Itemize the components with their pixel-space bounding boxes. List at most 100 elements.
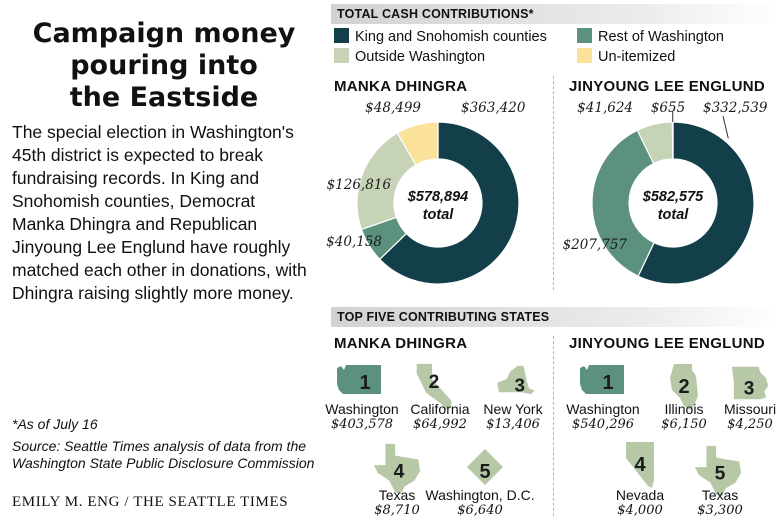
state-rank: 3 [744, 378, 755, 399]
legend-swatch [577, 28, 592, 43]
state-shape [670, 364, 698, 410]
state-shape [580, 365, 624, 394]
legend-label: Rest of Washington [598, 29, 724, 45]
missouri-map-icon: 3 [731, 366, 769, 399]
state-entry: Washington, D.C. $6,640 [420, 487, 540, 518]
footnote: *As of July 16 [12, 416, 98, 432]
legend-swatch [334, 28, 349, 43]
state-rank: 5 [715, 464, 726, 485]
legend-king-snohomish: King and Snohomish counties [334, 28, 547, 46]
legend-unitemized: Un-itemized [577, 48, 675, 66]
state-name: Texas [701, 487, 739, 503]
state-entry: California $64,992 [380, 401, 500, 432]
state-shape [416, 363, 452, 411]
state-entry: Texas $3,300 [660, 487, 780, 518]
legend-label: Outside Washington [355, 49, 486, 65]
state-shape [373, 443, 421, 495]
nevada-map-icon: 4 [626, 442, 654, 488]
state-entry: Illinois $6,150 [624, 401, 744, 432]
legend-swatch [577, 48, 592, 63]
washington-map-icon: 1 [580, 365, 624, 394]
state-amount: $64,992 [413, 417, 467, 432]
donut-slice-label: $207,757 [563, 237, 628, 253]
state-shape [626, 442, 654, 488]
state-rank: 4 [394, 462, 405, 483]
state-entry: New York $13,406 [453, 401, 573, 432]
state-shape [467, 449, 503, 485]
cash-section-title: TOTAL CASH CONTRIBUTIONS* [331, 4, 780, 24]
state-rank: 3 [514, 374, 524, 395]
state-rank: 4 [634, 454, 646, 476]
state-shape [337, 365, 381, 394]
headline-line-2: pouring into [70, 50, 258, 81]
state-rank: 1 [602, 372, 613, 394]
state-entry: Washington $403,578 [302, 401, 422, 432]
donut-slice [396, 121, 439, 166]
donut-title-englund: JINYOUNG LEE ENGLUND [569, 78, 766, 95]
state-amount: $4,250 [727, 417, 773, 432]
state-name: Washington [325, 401, 399, 417]
state-entry: Missouri $4,250 [690, 401, 780, 432]
state-rank: 2 [678, 376, 689, 398]
headline-line-1: Campaign money [32, 18, 296, 49]
donut-leader-line [722, 115, 729, 139]
cash-section-divider [553, 76, 554, 290]
states-section-divider [553, 336, 554, 516]
state-rank: 1 [359, 372, 370, 394]
state-name: Texas [378, 487, 416, 503]
washington-map-icon: 1 [337, 365, 381, 394]
states-title-englund: JINYOUNG LEE ENGLUND [569, 335, 766, 352]
legend-outside-washington: Outside Washington [334, 48, 485, 66]
legend-label: Un-itemized [598, 49, 676, 65]
donut-center-label: total [658, 207, 690, 223]
state-name: Washington, D.C. [425, 487, 535, 503]
donut-slice [378, 121, 520, 285]
donut-slice-label: $332,539 [703, 100, 768, 116]
donut-slice [637, 121, 755, 285]
headline-line-3: the Eastside [69, 82, 259, 113]
intro-paragraph: The special election in Washington's 45t… [12, 122, 307, 303]
source-note: Source: Seattle Times analysis of data f… [12, 438, 315, 471]
state-amount: $8,710 [374, 503, 420, 518]
california-map-icon: 2 [416, 363, 452, 411]
donut-charts: $363,420 $40,158 $126,816 $48,499 $578,894 to… [326, 100, 768, 285]
texas-map-icon: 4 [373, 443, 421, 495]
donut-slice-label: $41,624 [577, 100, 633, 116]
state-amount: $4,000 [617, 503, 663, 518]
state-shape [694, 445, 742, 497]
state-name: Nevada [615, 487, 665, 503]
legend-rest-of-washington: Rest of Washington [577, 28, 724, 46]
legend-swatch [334, 48, 349, 63]
states-title-dhingra: MANKA DHINGRA [334, 335, 468, 352]
states-section-title: TOP FIVE CONTRIBUTING STATES [331, 307, 780, 327]
state-name: Illinois [664, 401, 704, 417]
donut-center-label: total [423, 207, 455, 223]
donut-slice-label: $655 [651, 100, 685, 116]
donut-slice-label: $363,420 [461, 100, 526, 116]
donut-slice [591, 129, 655, 277]
state-rank: 2 [429, 372, 440, 393]
state-amount: $3,300 [697, 503, 743, 518]
state-entry: Washington $540,296 [543, 401, 663, 432]
state-entry: Nevada $4,000 [580, 487, 700, 518]
state-entry: Texas $8,710 [337, 487, 457, 518]
state-name: California [410, 401, 470, 417]
donut-center-total: $578,894 [407, 189, 468, 205]
illinois-map-icon: 2 [670, 364, 698, 410]
state-amount: $6,640 [457, 503, 503, 518]
legend-label: King and Snohomish counties [355, 29, 547, 45]
headline: Campaign money pouring into the Eastside [14, 18, 314, 114]
state-amount: $403,578 [330, 417, 394, 432]
donut-slice [671, 121, 674, 160]
donut-title-dhingra: MANKA DHINGRA [334, 78, 468, 95]
state-shape [497, 365, 535, 395]
state-name: Missouri [723, 401, 777, 417]
state-rank: 5 [479, 461, 490, 483]
state-name: New York [483, 401, 543, 417]
state-amount: $6,150 [661, 417, 707, 432]
new-york-map-icon: 3 [497, 365, 535, 395]
state-amount: $540,296 [571, 417, 635, 432]
texas-map-icon: 5 [694, 445, 742, 497]
donut-slice-label: $48,499 [365, 100, 421, 116]
donut-slice-label: $126,816 [327, 177, 392, 193]
